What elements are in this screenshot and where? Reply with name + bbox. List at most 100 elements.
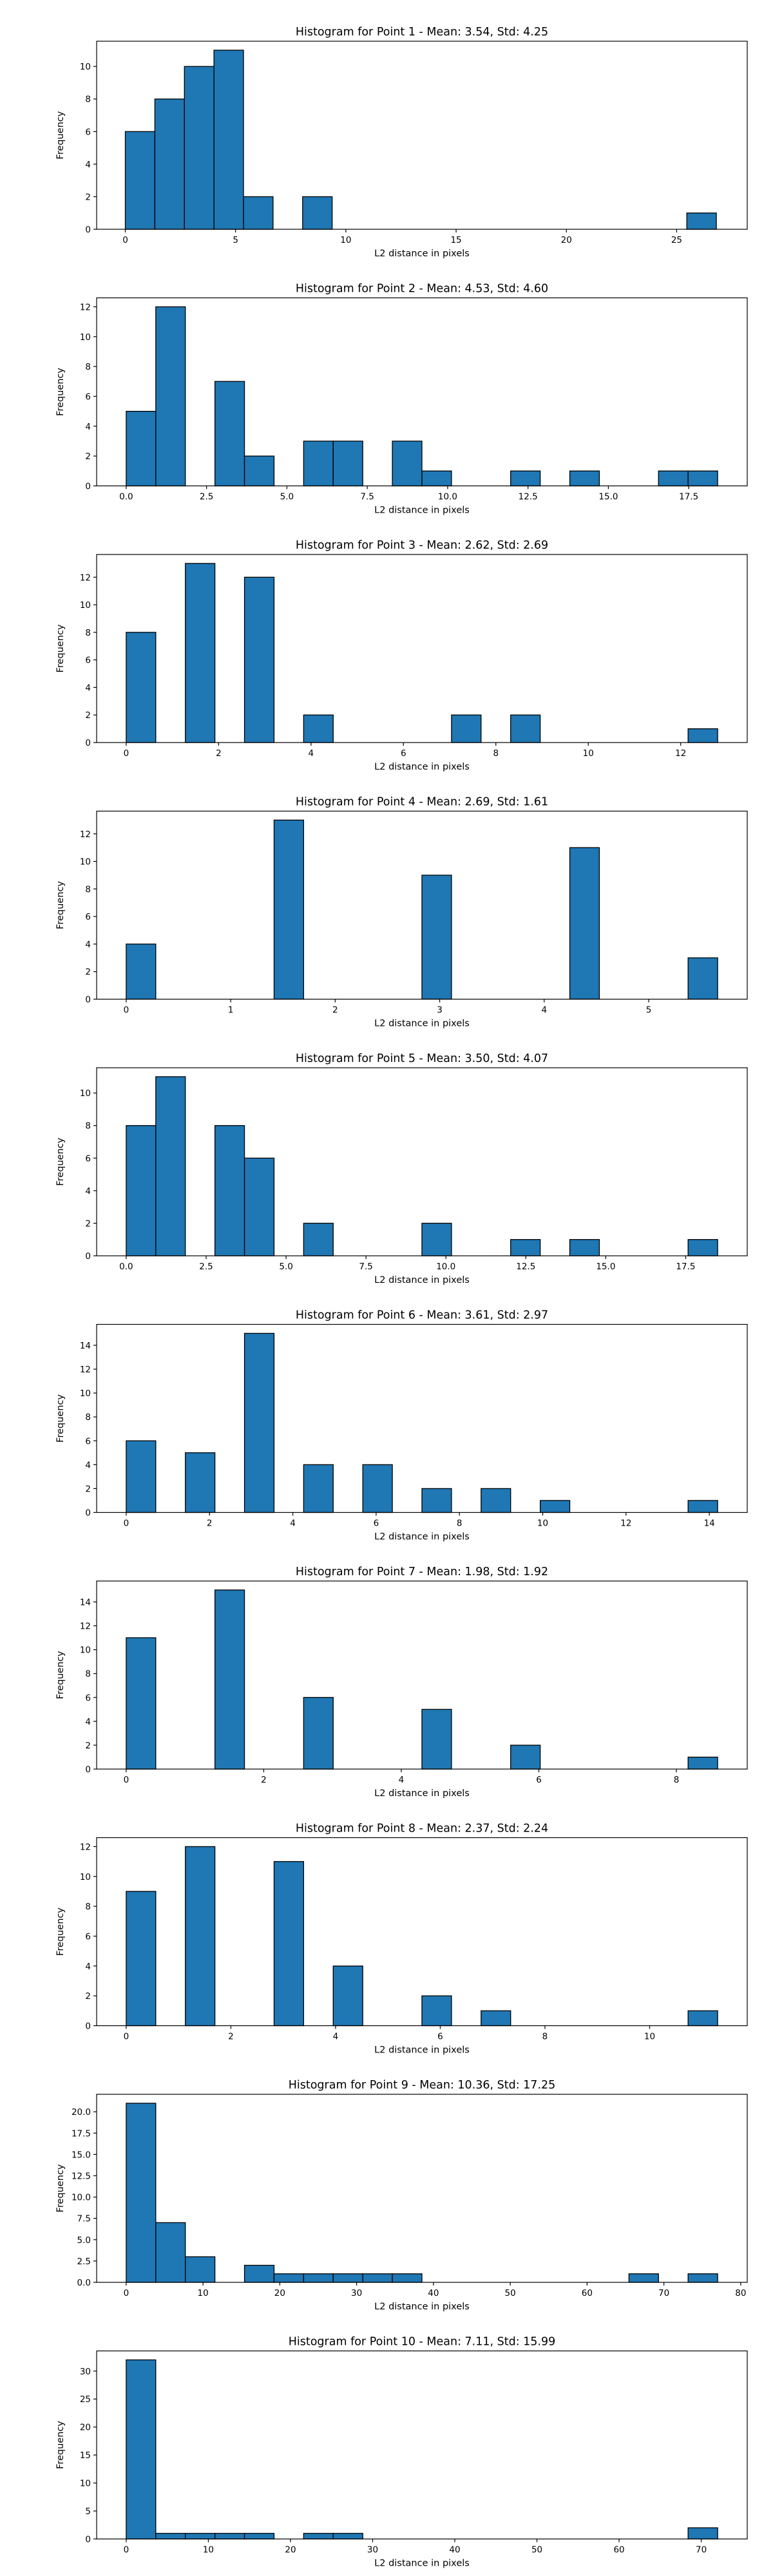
y-tick-label: 6 xyxy=(85,1931,91,1942)
chart-title: Histogram for Point 3 - Mean: 2.62, Std:… xyxy=(296,539,548,552)
x-tick-label: 6 xyxy=(401,748,406,759)
y-tick-label: 2 xyxy=(85,1484,91,1494)
x-tick-label: 30 xyxy=(351,2288,362,2298)
x-tick-label: 1 xyxy=(228,1005,234,1016)
chart-title: Histogram for Point 5 - Mean: 3.50, Std:… xyxy=(296,1052,548,1065)
y-axis-label: Frequency xyxy=(55,1908,66,1956)
plot-frame xyxy=(96,41,748,230)
y-tick-label: 5 xyxy=(85,2506,91,2517)
plot-frame xyxy=(96,1837,748,2027)
histogram-bar xyxy=(214,1589,245,1770)
histogram-bar xyxy=(658,470,689,487)
y-tick-label: 6 xyxy=(85,127,91,137)
y-tick-label: 2.5 xyxy=(77,2257,91,2267)
y-tick-label: 8 xyxy=(85,1902,91,1912)
y-tick-label: 8 xyxy=(85,362,91,372)
y-tick-label: 6 xyxy=(85,912,91,922)
y-tick-label: 4 xyxy=(85,683,91,693)
histogram-bar xyxy=(421,1709,452,1770)
x-tick-label: 40 xyxy=(449,2545,460,2555)
histogram-point-9: Histogram for Point 9 - Mean: 10.36, Std… xyxy=(55,2079,748,2312)
x-tick-label: 70 xyxy=(658,2288,669,2298)
y-tick-label: 2 xyxy=(85,451,91,462)
y-tick-label: 10 xyxy=(80,1645,91,1656)
x-tick-label: 0 xyxy=(124,2288,129,2298)
y-tick-label: 12 xyxy=(80,829,91,840)
y-tick-label: 8 xyxy=(85,1669,91,1680)
histogram-bar xyxy=(155,306,186,487)
y-axis-label: Frequency xyxy=(55,1394,66,1443)
plot-frame xyxy=(96,2094,748,2283)
y-tick-label: 2 xyxy=(85,967,91,978)
y-tick-label: 0 xyxy=(85,2535,91,2545)
x-tick-label: 0 xyxy=(124,1775,129,1785)
y-tick-label: 10 xyxy=(80,332,91,343)
histogram-bar xyxy=(362,1464,393,1513)
histogram-point-4: Histogram for Point 4 - Mean: 2.69, Std:… xyxy=(55,796,748,1029)
histogram-bar xyxy=(332,2533,363,2540)
x-tick-label: 0.0 xyxy=(119,1262,133,1272)
histogram-bar xyxy=(539,1500,571,1513)
x-tick-label: 10 xyxy=(583,748,594,759)
y-tick-label: 0 xyxy=(85,995,91,1005)
histogram-bar xyxy=(687,2527,718,2540)
histogram-bar xyxy=(273,1861,305,2027)
x-tick-label: 50 xyxy=(531,2545,542,2555)
y-tick-label: 12 xyxy=(80,1365,91,1375)
histogram-bar xyxy=(392,2273,423,2283)
y-tick-label: 4 xyxy=(85,1962,91,1972)
histogram-point-3: Histogram for Point 3 - Mean: 2.62, Std:… xyxy=(55,539,748,772)
x-tick-label: 0 xyxy=(122,235,128,245)
y-tick-label: 14 xyxy=(80,1597,91,1607)
y-axis-label: Frequency xyxy=(55,624,66,672)
histogram-bar xyxy=(126,1440,157,1513)
histogram-bar xyxy=(687,470,718,487)
y-tick-label: 8 xyxy=(85,628,91,638)
x-tick-label: 2 xyxy=(228,2032,234,2042)
chart-title: Histogram for Point 4 - Mean: 2.69, Std:… xyxy=(296,796,548,809)
x-tick-label: 0 xyxy=(124,2545,129,2555)
y-tick-label: 12 xyxy=(80,1842,91,1852)
x-axis-label: L2 distance in pixels xyxy=(374,249,470,259)
y-tick-label: 10.0 xyxy=(72,2193,91,2203)
chart-title: Histogram for Point 8 - Mean: 2.37, Std:… xyxy=(296,1823,548,1835)
histogram-bar xyxy=(421,875,452,1000)
x-tick-label: 0.0 xyxy=(119,492,133,502)
histogram-bar xyxy=(687,728,718,743)
histogram-bar xyxy=(687,2010,718,2027)
y-tick-label: 12 xyxy=(80,302,91,312)
histogram-bar xyxy=(687,1500,718,1513)
x-tick-label: 17.5 xyxy=(679,492,698,502)
histogram-bar xyxy=(303,1697,334,1770)
y-tick-label: 2 xyxy=(85,1741,91,1751)
x-tick-label: 50 xyxy=(505,2288,516,2298)
y-tick-label: 12 xyxy=(80,573,91,583)
y-tick-label: 7.5 xyxy=(77,2214,91,2224)
y-tick-label: 12 xyxy=(80,1622,91,1632)
histogram-bar xyxy=(421,470,452,487)
y-tick-label: 14 xyxy=(80,1341,91,1351)
histogram-bar xyxy=(243,1157,275,1256)
histogram-bar xyxy=(628,2273,659,2283)
y-tick-label: 17.5 xyxy=(72,2128,91,2139)
y-axis-label: Frequency xyxy=(55,111,66,159)
histogram-bar xyxy=(303,1464,334,1513)
histogram-bar xyxy=(687,1756,718,1770)
histogram-bar xyxy=(302,196,333,230)
x-tick-label: 12 xyxy=(620,1519,631,1529)
histogram-bar xyxy=(126,2103,157,2283)
histogram-bar xyxy=(303,2533,334,2540)
x-tick-label: 60 xyxy=(613,2545,624,2555)
chart-title: Histogram for Point 6 - Mean: 3.61, Std:… xyxy=(296,1309,548,1322)
histogram-bar xyxy=(243,1332,275,1513)
y-tick-label: 6 xyxy=(85,1693,91,1703)
x-axis-label: L2 distance in pixels xyxy=(374,1788,470,1799)
histogram-point-5: Histogram for Point 5 - Mean: 3.50, Std:… xyxy=(55,1052,748,1285)
x-tick-label: 4 xyxy=(290,1519,296,1529)
x-tick-label: 0 xyxy=(124,748,129,759)
y-tick-label: 8 xyxy=(85,1121,91,1132)
histogram-bar xyxy=(273,2273,305,2283)
y-axis-label: Frequency xyxy=(55,1651,66,1699)
histogram-bar xyxy=(687,957,718,1000)
y-tick-label: 25 xyxy=(80,2394,91,2405)
